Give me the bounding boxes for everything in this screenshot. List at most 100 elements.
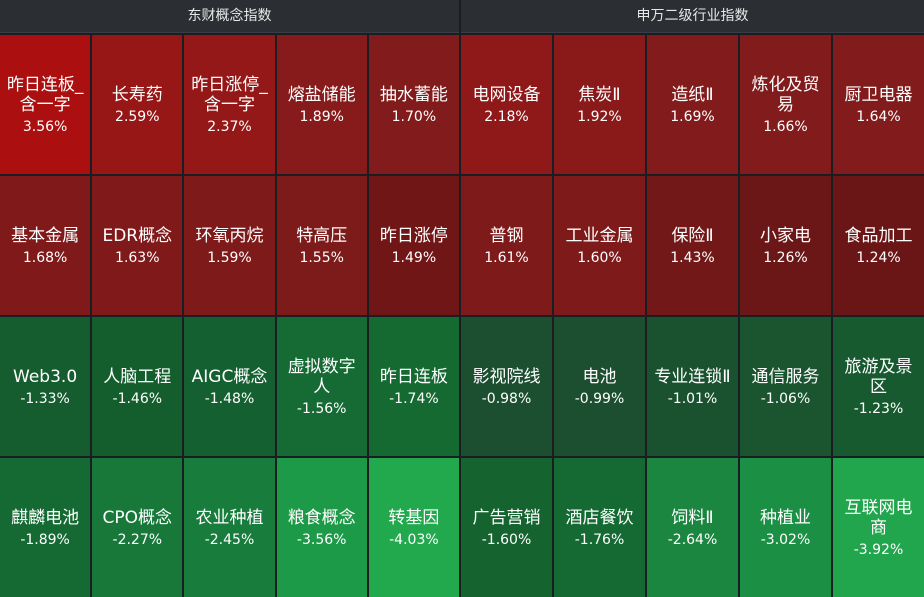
tile-name: 昨日涨停_含一字 [191, 74, 268, 115]
heatmap-tile[interactable]: 广告营销 -1.60% [461, 458, 552, 597]
heatmap-tile[interactable]: 粮食概念 -3.56% [276, 458, 367, 597]
heatmap-tile[interactable]: 保险Ⅱ 1.43% [647, 176, 738, 315]
tile-name: 小家电 [760, 225, 811, 246]
tile-name: 造纸Ⅱ [671, 84, 714, 105]
heatmap-tile[interactable]: 电池 -0.99% [554, 317, 645, 456]
tile-name: 保险Ⅱ [671, 225, 714, 246]
heatmap-tile[interactable]: CPO概念 -2.27% [92, 458, 183, 597]
panel-concept-index: 东财概念指数 昨日连板_含一字 3.56% 长寿药 2.59% 昨日涨停_含一字 2.37… [0, 0, 459, 597]
tile-name: 农业种植 [195, 507, 264, 528]
tile-change-percent: -1.89% [20, 531, 70, 548]
tile-name: 电网设备 [472, 84, 541, 105]
panel-divider [459, 0, 461, 596]
heatmap-tile[interactable]: 食品加工 1.24% [833, 176, 924, 315]
heatmap-tile[interactable]: 互联网电商 -3.92% [833, 458, 924, 597]
heatmap-tile[interactable]: 炼化及贸易 1.66% [740, 35, 831, 174]
heatmap-tile[interactable]: 虚拟数字人 -1.56% [276, 317, 367, 456]
heatmap-tile[interactable]: 小家电 1.26% [740, 176, 831, 315]
heatmap-tile[interactable]: 昨日连板_含一字 3.56% [0, 35, 91, 174]
tile-name: 焦炭Ⅱ [578, 84, 621, 105]
tile-change-percent: -1.01% [667, 390, 718, 407]
tile-change-percent: -4.03% [389, 531, 439, 548]
heatmap-tile[interactable]: 通信服务 -1.06% [740, 317, 831, 456]
tile-change-percent: -2.45% [204, 531, 255, 548]
tile-change-percent: -1.06% [760, 390, 811, 407]
tile-change-percent: -1.23% [853, 400, 904, 417]
tile-name: 厨卫电器 [844, 84, 913, 105]
tile-name: 电池 [582, 366, 617, 387]
heatmap-tile[interactable]: 普钢 1.61% [461, 176, 552, 315]
tile-change-percent: -1.76% [574, 531, 625, 548]
tile-name: 昨日涨停 [379, 225, 448, 246]
heatmap-tile[interactable]: 抽水蓄能 1.70% [368, 35, 459, 174]
tile-change-percent: 1.24% [856, 249, 901, 266]
heatmap-tile[interactable]: 特高压 1.55% [276, 176, 367, 315]
heatmap-tile[interactable]: AIGC概念 -1.48% [184, 317, 275, 456]
heatmap-tile[interactable]: 麒麟电池 -1.89% [0, 458, 91, 597]
tile-name: 影视院线 [472, 366, 541, 387]
heatmap-tile[interactable]: 电网设备 2.18% [461, 35, 552, 174]
tile-name: Web3.0 [13, 366, 78, 387]
heatmap-tile[interactable]: 专业连锁Ⅱ -1.01% [647, 317, 738, 456]
heatmap-tile[interactable]: 厨卫电器 1.64% [833, 35, 924, 174]
heatmap-tile[interactable]: 农业种植 -2.45% [184, 458, 275, 597]
heatmap-tile[interactable]: 昨日涨停_含一字 2.37% [184, 35, 275, 174]
heatmap-tile[interactable]: 昨日涨停 1.49% [368, 176, 459, 315]
panel-industry-index: 申万二级行业指数 电网设备 2.18% 焦炭Ⅱ 1.92% 造纸Ⅱ 1.69% 炼化及贸易 1… [461, 0, 924, 597]
heatmap-tile[interactable]: 焦炭Ⅱ 1.92% [554, 35, 645, 174]
heatmap-tile[interactable]: 人脑工程 -1.46% [92, 317, 183, 456]
heatmap-tile[interactable]: 影视院线 -0.98% [461, 317, 552, 456]
tile-change-percent: 1.68% [22, 249, 68, 266]
tile-change-percent: 1.92% [577, 108, 622, 125]
tile-name: 普钢 [489, 225, 524, 246]
heatmap-tile[interactable]: 基本金属 1.68% [0, 176, 91, 315]
tile-name: 昨日连板_含一字 [6, 74, 84, 115]
tile-name: 人脑工程 [103, 366, 172, 387]
tile-change-percent: 1.66% [763, 118, 808, 135]
tile-change-percent: -0.98% [481, 390, 532, 407]
tile-change-percent: -1.74% [389, 390, 439, 407]
tile-change-percent: -2.64% [667, 531, 718, 548]
heatmap-tile[interactable]: Web3.0 -1.33% [0, 317, 91, 456]
tile-change-percent: -1.46% [112, 390, 163, 407]
tile-name: 熔盐储能 [287, 84, 356, 105]
tile-name: 种植业 [760, 507, 811, 528]
heatmap-tile[interactable]: 环氧丙烷 1.59% [184, 176, 275, 315]
heatmap-tile[interactable]: 酒店餐饮 -1.76% [554, 458, 645, 597]
tile-name: 酒店餐饮 [565, 507, 634, 528]
tile-change-percent: -3.56% [296, 531, 347, 548]
heatmap-tile[interactable]: 长寿药 2.59% [92, 35, 183, 174]
heatmap-tile[interactable]: 工业金属 1.60% [554, 176, 645, 315]
heatmap-tile[interactable]: 饲料Ⅱ -2.64% [647, 458, 738, 597]
heatmap-tile[interactable]: 昨日连板 -1.74% [368, 317, 459, 456]
heatmap-tile[interactable]: 种植业 -3.02% [740, 458, 831, 597]
panel-title: 东财概念指数 [0, 0, 459, 33]
tile-name: 饲料Ⅱ [671, 507, 714, 528]
tile-change-percent: 1.70% [391, 108, 437, 125]
tile-change-percent: 1.63% [115, 249, 160, 266]
concept-tile-grid: 昨日连板_含一字 3.56% 长寿药 2.59% 昨日涨停_含一字 2.37% 熔盐储能 1.… [0, 35, 459, 597]
tile-name: 昨日连板 [379, 366, 448, 387]
heatmap-tile[interactable]: 熔盐储能 1.89% [276, 35, 367, 174]
tile-change-percent: -1.48% [204, 390, 255, 407]
tile-change-percent: 2.37% [207, 118, 252, 135]
tile-name: 虚拟数字人 [287, 356, 356, 397]
tile-name: 麒麟电池 [11, 507, 80, 528]
tile-name: 旅游及景区 [844, 356, 913, 397]
tile-name: 基本金属 [11, 225, 80, 246]
tile-change-percent: 1.55% [299, 249, 344, 266]
tile-change-percent: 1.64% [856, 108, 901, 125]
tile-name: 工业金属 [565, 225, 634, 246]
heatmap-tile[interactable]: 旅游及景区 -1.23% [833, 317, 924, 456]
tile-name: CPO概念 [102, 507, 173, 528]
tile-change-percent: 1.43% [670, 249, 715, 266]
heatmap-tile[interactable]: 转基因 -4.03% [368, 458, 459, 597]
tile-change-percent: -1.33% [20, 390, 70, 407]
tile-change-percent: 1.89% [299, 108, 344, 125]
tile-name: 长寿药 [111, 84, 163, 105]
heatmap-tile[interactable]: 造纸Ⅱ 1.69% [647, 35, 738, 174]
heatmap-tile[interactable]: EDR概念 1.63% [92, 176, 183, 315]
industry-tile-grid: 电网设备 2.18% 焦炭Ⅱ 1.92% 造纸Ⅱ 1.69% 炼化及贸易 1.66% 厨卫电器 1… [461, 35, 924, 597]
tile-change-percent: 1.60% [577, 249, 622, 266]
